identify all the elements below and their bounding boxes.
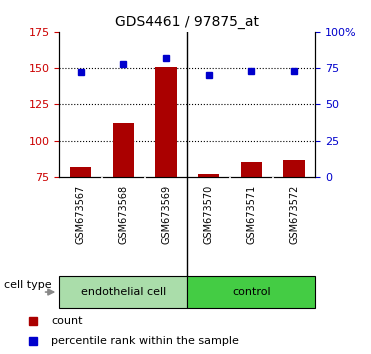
Title: GDS4461 / 97875_at: GDS4461 / 97875_at xyxy=(115,16,259,29)
Text: control: control xyxy=(232,287,271,297)
Text: GSM673567: GSM673567 xyxy=(76,185,86,244)
Text: percentile rank within the sample: percentile rank within the sample xyxy=(52,336,239,346)
Text: GSM673568: GSM673568 xyxy=(118,185,128,244)
Bar xyxy=(113,123,134,177)
Text: count: count xyxy=(52,316,83,326)
Bar xyxy=(187,276,315,308)
Text: GSM673572: GSM673572 xyxy=(289,185,299,244)
Bar xyxy=(155,67,177,177)
Text: GSM673569: GSM673569 xyxy=(161,185,171,244)
Text: cell type: cell type xyxy=(4,280,51,290)
Bar xyxy=(59,276,187,308)
Text: endothelial cell: endothelial cell xyxy=(81,287,166,297)
Bar xyxy=(241,162,262,177)
Bar xyxy=(198,174,219,177)
Text: GSM673570: GSM673570 xyxy=(204,185,214,244)
Text: GSM673571: GSM673571 xyxy=(246,185,256,244)
Bar xyxy=(283,160,305,177)
Bar xyxy=(70,167,91,177)
